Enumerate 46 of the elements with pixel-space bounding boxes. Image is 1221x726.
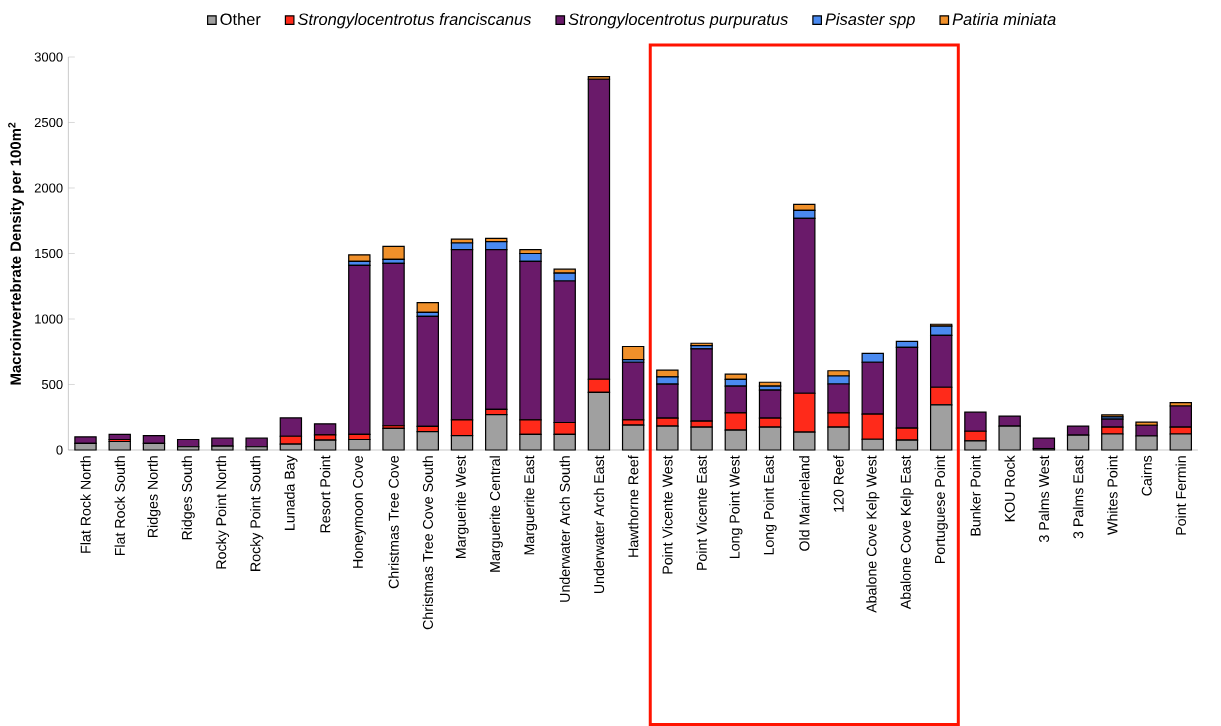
x-tick-label: Abalone Cove Kelp East xyxy=(900,455,914,610)
x-tick-label: Flat Rock North xyxy=(80,456,91,553)
x-tick-label: Portuguese Point xyxy=(934,455,948,564)
x-tick-label: Ridges South xyxy=(181,456,195,540)
y-tick-label: 1000 xyxy=(35,314,63,324)
x-tick-label: Marguerite West xyxy=(455,455,469,558)
x-tick-label: Rocky Point North xyxy=(215,456,230,569)
x-tick-label: Resort Point xyxy=(319,455,331,533)
x-tick-label: Point Fermin xyxy=(1175,456,1186,535)
x-tick-label: Lunada Bay xyxy=(284,455,298,530)
x-tick-label: 3 Palms West xyxy=(1038,455,1050,543)
x-tick-label: 120 Reef xyxy=(833,455,844,512)
legend-label: Strongylocentrotus purpuratus xyxy=(568,12,788,29)
x-tick-label: Christmas Tree Cove South xyxy=(422,456,433,630)
legend-label: Strongylocentrotus franciscanus xyxy=(297,12,532,29)
x-tick-label: 3 Palms East xyxy=(1072,455,1084,539)
x-tick-label: Old Marineland xyxy=(799,456,810,551)
x-tick-label: Hawthorne Reef xyxy=(627,455,639,557)
x-tick-label: Long Point West xyxy=(729,455,743,559)
y-tick-label: 1500 xyxy=(35,248,63,259)
legend-label: Pisaster spp xyxy=(825,12,915,29)
x-tick-label: Rocky Point South xyxy=(250,456,264,571)
x-tick-label: Long Point East xyxy=(763,455,777,555)
x-tick-label: KOU Rock xyxy=(1004,455,1015,522)
y-axis-title: Macroinvertebrate Density per 100m$^{2}$ xyxy=(8,122,24,385)
x-tick-label: Point Vicente West xyxy=(662,455,673,574)
legend-label: Patiria miniata xyxy=(952,12,1056,26)
y-tick-label: 500 xyxy=(41,379,63,390)
x-tick-label: Point Vicente East xyxy=(696,455,707,570)
legend-label: Other xyxy=(220,12,261,26)
x-tick-label: Abalone Cove Kelp West xyxy=(866,455,880,613)
x-tick-label: Cairns xyxy=(1141,455,1152,496)
x-tick-label: Christmas Tree Cove xyxy=(388,455,399,589)
y-tick-label: 3000 xyxy=(34,52,63,62)
x-tick-label: Marguerite East xyxy=(523,455,538,555)
x-tick-label: Whites Point xyxy=(1107,455,1118,535)
y-tick-label: 2000 xyxy=(34,183,63,193)
x-tick-label: Bunker Point xyxy=(970,455,981,536)
x-tick-label: Marguerite Central xyxy=(489,456,503,572)
y-tick-label: 0 xyxy=(56,445,63,455)
y-tick-label: 2500 xyxy=(34,117,63,128)
x-tick-label: Underwater Arch South xyxy=(559,456,570,602)
x-tick-label: Flat Rock South xyxy=(114,456,125,556)
x-tick-label: Honeymoon Cove xyxy=(352,455,366,568)
x-tick-label: Ridges North xyxy=(147,456,161,537)
x-tick-label: Underwater Arch East xyxy=(593,455,605,594)
